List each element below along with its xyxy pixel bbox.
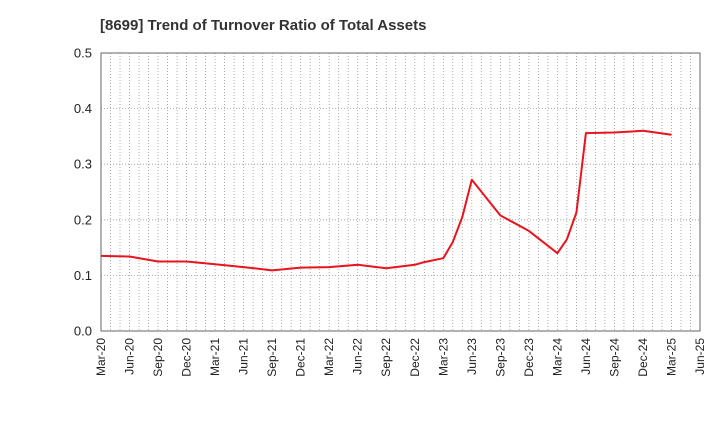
series-line — [100, 129, 672, 272]
x-tick-label: Sep-21 — [265, 338, 279, 377]
y-tick-label: 0.5 — [74, 46, 92, 61]
x-axis: Mar-20 Jun-20 Sep-20 Dec-20 Mar-21 Jun-21 Sep-… — [94, 338, 707, 377]
x-tick-label: Dec-21 — [294, 338, 308, 377]
x-tick-label: Jun-20 — [123, 338, 137, 375]
x-tick-label: Sep-22 — [379, 338, 393, 377]
x-tick-label: Mar-25 — [664, 338, 678, 376]
x-tick-label: Jun-23 — [465, 338, 479, 375]
x-tick-label: Dec-20 — [180, 338, 194, 377]
y-tick-label: 0.1 — [74, 268, 92, 283]
x-tick-label: Jun-21 — [237, 338, 251, 375]
y-tick-label: 0.4 — [74, 101, 92, 116]
y-tick-label: 0.0 — [74, 324, 92, 339]
y-axis: 0.0 0.1 0.2 0.3 0.4 0.5 — [74, 46, 92, 339]
y-tick-label: 0.2 — [74, 212, 92, 227]
x-tick-label: Dec-22 — [408, 338, 422, 377]
x-tick-label: Sep-20 — [151, 338, 165, 377]
grid — [101, 53, 700, 331]
x-tick-label: Jun-22 — [351, 338, 365, 375]
y-tick-label: 0.3 — [74, 157, 92, 172]
x-tick-label: Mar-24 — [550, 338, 564, 376]
chart-title: [8699] Trend of Turnover Ratio of Total … — [100, 17, 426, 34]
x-tick-label: Mar-23 — [436, 338, 450, 376]
series-group — [100, 129, 672, 272]
plot-area — [100, 52, 701, 332]
x-tick-label: Jun-24 — [579, 338, 593, 375]
x-tick-label: Dec-23 — [522, 338, 536, 377]
x-tick-label: Sep-23 — [493, 338, 507, 377]
x-tick-label: Mar-21 — [208, 338, 222, 376]
x-tick-label: Jun-25 — [693, 338, 707, 375]
x-tick-label: Dec-24 — [636, 338, 650, 377]
x-tick-label: Sep-24 — [607, 338, 621, 377]
x-tick-label: Mar-22 — [322, 338, 336, 376]
x-tick-label: Mar-20 — [94, 338, 108, 376]
